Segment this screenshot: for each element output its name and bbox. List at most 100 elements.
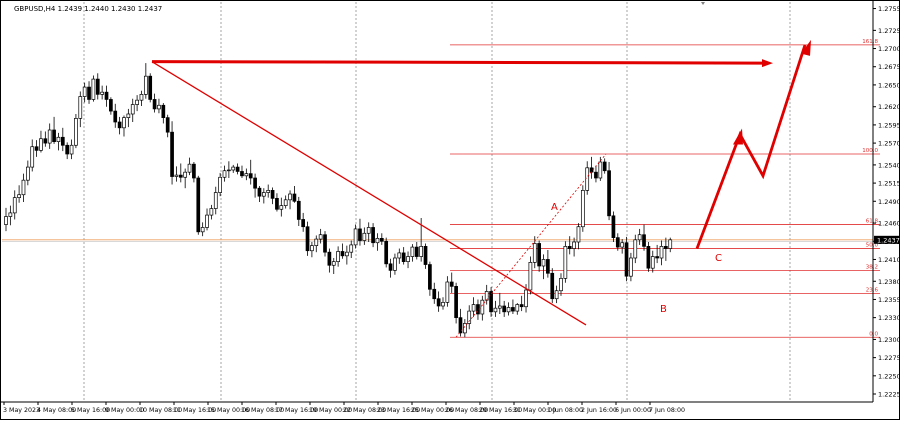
time-tick-label: 9 May 00:00 [105,407,144,414]
time-tick-label: 15 May 00:00 [207,407,250,414]
candle-body-bull [283,199,288,206]
fib-level-label: 23.6 [866,288,879,294]
candle-body-bull [497,305,502,309]
candle-body-bull [209,208,214,216]
candle-body-bull [78,96,83,119]
candle-body-bull [441,302,445,307]
time-tick-label: 7 Jun 08:00 [649,407,685,414]
candle-body-bull [471,304,476,312]
candle-body-bull [130,104,135,115]
forecast-path[interactable] [695,44,807,250]
price-tick-label: 1.2725 [878,27,900,35]
time-tick-label: 10 May 08:00 [139,407,182,414]
candle-body-bear [436,298,441,307]
candle-body-bull [314,238,319,246]
candle-body-bull [393,257,397,271]
candle-body-bull [47,129,52,144]
candle-body-bull [17,194,21,198]
candle-body-bear [170,131,174,177]
candle-body-bull [331,261,336,266]
candle-body-bull [349,244,354,253]
candle-body-bull [100,91,104,95]
price-tick-label: 1.2570 [878,140,900,148]
candle-body-bear [414,246,419,257]
candle-body-bull [91,78,96,100]
candle-body-bear [423,246,428,265]
current-price-badge [874,235,900,244]
candle-body-bear [358,228,362,241]
forecast-arrow-head-icon [733,128,743,145]
candle-body-bull [200,227,205,233]
time-tick-label: 22 May 08:00 [343,407,386,414]
candle-body-bull [506,307,511,313]
time-tick-label: 26 May 08:00 [445,407,488,414]
candle-body-bull [261,192,266,197]
target-arrow-line[interactable] [151,60,763,65]
price-tick-label: 1.2515 [878,180,900,188]
candle-body-bull [69,144,74,155]
candle-body-bull [541,259,546,267]
wave-label-a: A [551,202,558,213]
candle-body-bear [449,281,454,287]
candle-body-bear [87,86,91,100]
candle-body-bull [139,94,144,101]
candle-body-bear [511,307,515,312]
candle-body-bear [104,91,109,100]
candle-body-bull [375,238,380,244]
fib-level-label: 38.2 [866,264,878,270]
candle-body-bull [629,257,633,277]
candle-body-bear [615,237,620,248]
candle-body-bear [178,174,183,178]
candle-body-bear [642,234,646,247]
candle-body-bull [650,256,655,269]
price-tick-label: 1.2380 [878,278,900,286]
candle-body-bear [270,190,275,199]
candle-body-bull [397,252,402,259]
candle-body-bull [366,227,371,234]
candle-body-bull [528,262,533,291]
candle-body-bear [52,129,56,142]
analysis-drawings[interactable] [151,39,811,338]
price-tick-label: 1.2490 [878,198,900,206]
price-tick-label: 1.2700 [878,45,900,53]
candle-body-bull [310,245,314,252]
time-tick-label: 3 May 2023 [3,407,40,414]
price-tick-label: 1.2755 [878,5,900,13]
symbol-info-label: GBPUSD,H4 1.2439 1.2440 1.2430 1.2437 [14,5,162,13]
time-tick-label: 4 May 08:00 [37,407,76,414]
candle-body-bull [353,228,358,246]
fib-anchor-line[interactable] [455,153,607,338]
candle-body-bull [633,239,638,259]
time-tick-label: 29 May 16:00 [479,407,522,414]
candle-body-bull [585,167,590,191]
candle-body-bear [340,251,345,257]
price-tick-label: 1.2620 [878,103,900,111]
candle-body-bear [489,291,493,313]
candle-body-bull [563,246,568,279]
fibonacci-levels[interactable]: 0.0 23.6 38.2 50.0 61.8 100.0 161.8 [450,39,880,338]
candle-body-bull [598,161,603,179]
candle-body-bear [550,272,555,300]
candle-body-bull [406,256,410,262]
candle-body-bear [301,219,306,228]
candle-body-bear [655,256,659,259]
candle-body-bull [467,310,472,324]
candle-body-bear [257,187,262,197]
forecast-arrow-head-icon [801,39,811,56]
trendline[interactable] [151,61,587,326]
candle-body-bull [362,232,367,241]
price-tick-label: 1.2355 [878,296,900,304]
candle-body-bear [594,171,598,179]
candle-body-bull [515,304,520,312]
price-tick-label: 1.2300 [878,336,900,344]
candle-body-bull [157,104,161,110]
candle-body-bull [554,290,559,300]
candle-body-bull [231,166,236,171]
candle-body-bull [4,216,8,225]
time-tick-label: 17 May 16:00 [275,407,318,414]
wave-label-b: B [660,304,667,315]
fib-level-label: 0.0 [869,331,878,337]
